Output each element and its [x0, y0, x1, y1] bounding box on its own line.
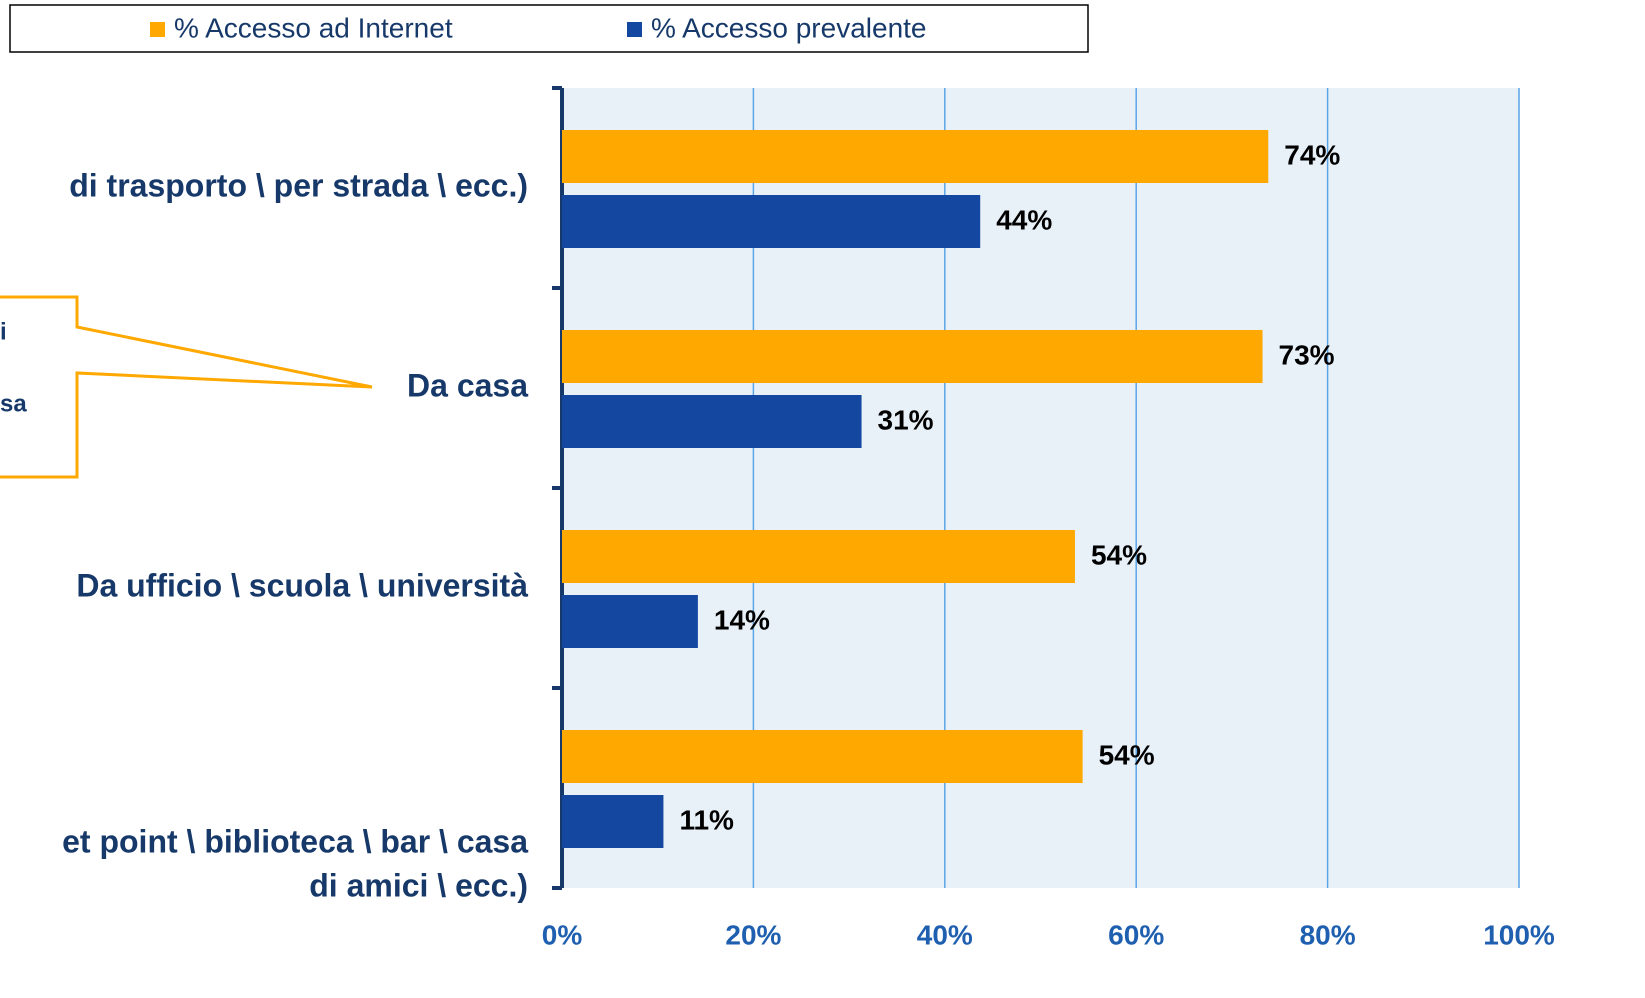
- data-label: 14%: [714, 604, 770, 635]
- x-tick-label: 0%: [542, 919, 583, 950]
- bar: [562, 795, 664, 848]
- bar: [562, 195, 981, 248]
- data-label: 74%: [1284, 139, 1340, 170]
- bar: [562, 530, 1075, 583]
- bar: [562, 130, 1269, 183]
- y-tick-label: Da ufficio \ scuola \ università: [76, 567, 528, 603]
- bar: [562, 395, 862, 448]
- legend-swatch: [150, 22, 165, 37]
- callout-text: i: [0, 318, 7, 345]
- data-label: 31%: [878, 404, 934, 435]
- legend-swatch: [627, 22, 642, 37]
- legend-label: % Accesso ad Internet: [174, 12, 453, 43]
- bar: [562, 595, 698, 648]
- x-tick-label: 60%: [1108, 919, 1164, 950]
- x-tick-label: 20%: [725, 919, 781, 950]
- callout-text: sa: [0, 390, 27, 417]
- bar: [562, 330, 1263, 383]
- data-label: 73%: [1279, 339, 1335, 370]
- y-tick-label: et point \ biblioteca \ bar \ casa: [62, 823, 528, 859]
- x-tick-label: 100%: [1483, 919, 1555, 950]
- y-tick-label: di amici \ ecc.): [309, 867, 528, 903]
- data-label: 44%: [996, 204, 1052, 235]
- y-tick-label: Da casa: [407, 367, 528, 403]
- data-label: 54%: [1099, 739, 1155, 770]
- y-tick-label: di trasporto \ per strada \ ecc.): [69, 167, 528, 203]
- callout: [0, 295, 373, 479]
- bar: [562, 730, 1083, 783]
- x-tick-label: 80%: [1300, 919, 1356, 950]
- x-tick-label: 40%: [917, 919, 973, 950]
- legend-box: [9, 4, 1089, 53]
- data-label: 54%: [1091, 539, 1147, 570]
- legend-label: % Accesso prevalente: [651, 12, 927, 43]
- data-label: 11%: [679, 804, 734, 835]
